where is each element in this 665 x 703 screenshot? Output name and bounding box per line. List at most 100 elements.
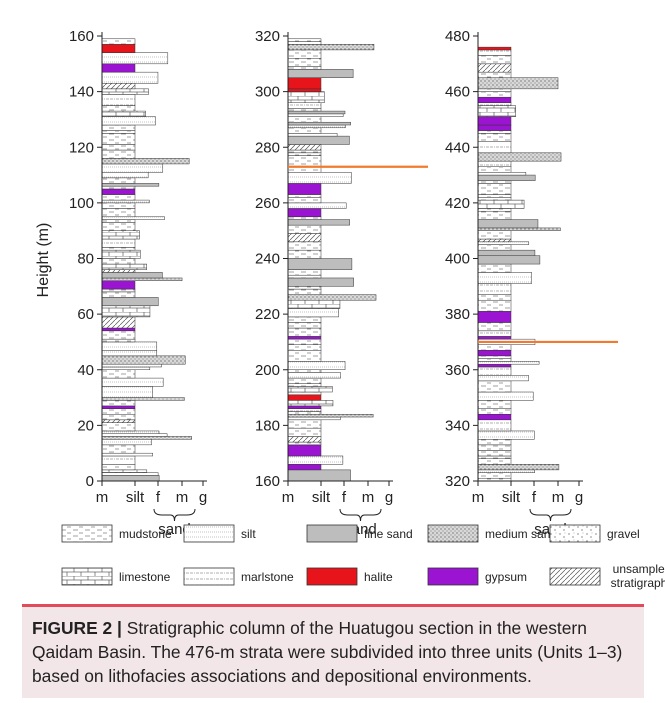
bed-silt [287, 113, 344, 117]
bed-silt [477, 172, 527, 176]
y-tick-label: 160 [255, 473, 280, 490]
y-tick-label: 20 [77, 417, 94, 434]
bed-fine [477, 219, 539, 229]
legend-item-gravel: gravel [549, 524, 640, 543]
grain-label-m: m [176, 489, 189, 506]
bed-hal [477, 46, 512, 51]
figure-caption: FIGURE 2 | Stratigraphic column of the H… [22, 604, 644, 698]
bed-mud [477, 444, 512, 451]
bed-mud [101, 130, 136, 134]
bed-silt [101, 439, 152, 446]
grain-label-f: f [156, 489, 161, 506]
legend-label: limestone [119, 570, 171, 584]
bed-uns [101, 419, 136, 423]
bed-mud [477, 230, 512, 240]
bed-fine [287, 121, 351, 126]
y-tick-label: 0 [86, 473, 94, 490]
bed-silt [287, 361, 346, 370]
bed-gyp [477, 116, 512, 126]
bed-mud [101, 338, 136, 343]
bed-silt [287, 133, 338, 137]
bed-gyp [101, 63, 136, 73]
grain-label-m: m [362, 489, 375, 506]
bed-hal [287, 77, 322, 90]
legend-label: fine sand [364, 527, 413, 541]
bed-mud [287, 58, 322, 67]
bed-fine [287, 135, 350, 145]
bed-hal [287, 394, 322, 401]
legend-item-marlstone: marlstone [183, 567, 294, 586]
bed-mud [477, 166, 512, 173]
legend-label: gravel [607, 527, 640, 541]
bed-mud [477, 439, 512, 446]
bed-marl [101, 238, 136, 248]
bed-silt [101, 199, 150, 204]
bed-uns [477, 63, 512, 73]
bed-mud [477, 180, 512, 184]
bed-mud [287, 116, 322, 123]
legend-label: silt [241, 527, 256, 541]
y-tick-label: 200 [255, 362, 280, 379]
bed-mud [101, 464, 136, 471]
bed-mud [287, 338, 322, 345]
grain-label-g: g [575, 489, 583, 506]
legend-swatch [61, 567, 113, 586]
y-tick-label: 440 [445, 139, 470, 156]
bed-silt [287, 124, 346, 129]
legend-swatch [183, 567, 235, 586]
y-tick-label: 360 [445, 362, 470, 379]
bed-mud [287, 350, 322, 362]
grain-label-m: m [552, 489, 565, 506]
sand-brace [153, 508, 196, 522]
bed-gyp [101, 188, 136, 195]
legend-item-gypsum: gypsum [427, 567, 527, 586]
bed-mud [477, 299, 512, 312]
bed-mud [101, 133, 136, 145]
bed-uns [287, 233, 322, 243]
legend-swatch [306, 567, 358, 586]
bed-marl [287, 408, 322, 412]
y-tick-label: 320 [445, 473, 470, 490]
bed-med [101, 397, 185, 401]
legend-swatch [549, 524, 601, 543]
bed-uns [101, 83, 136, 90]
bed-lime [101, 230, 140, 240]
bed-mud [287, 127, 322, 134]
bed-lime [101, 249, 141, 259]
bed-fine [287, 469, 351, 482]
sand-label: sand [158, 521, 191, 538]
bed-fine [287, 219, 350, 226]
bed-silt [287, 202, 347, 209]
bed-mud [101, 208, 136, 218]
bed-lime [477, 105, 516, 117]
bed-fine [101, 297, 159, 307]
grain-label-f: f [342, 489, 347, 506]
bed-lime [287, 299, 341, 309]
bed-mud [477, 322, 512, 332]
legend-item-halite: halite [306, 567, 393, 586]
bed-silt [477, 361, 540, 365]
bed-silt [101, 341, 158, 351]
bed-mud [101, 291, 136, 298]
bed-med [101, 277, 183, 281]
bed-marl [287, 102, 322, 109]
bed-mud [287, 419, 322, 429]
legend-item-mudstone: mudstone [61, 524, 172, 543]
bed-mud [477, 408, 512, 415]
legend-label: marlstone [241, 570, 294, 584]
bed-silt [287, 455, 344, 465]
bed-silt [101, 216, 165, 220]
bed-uns [477, 238, 512, 243]
grain-label-m: m [282, 489, 295, 506]
bed-silt [101, 116, 156, 126]
bed-gyp [101, 327, 136, 332]
grain-label-silt: silt [502, 489, 521, 506]
bed-mud [101, 202, 136, 209]
bed-med [477, 227, 561, 231]
bed-hal [101, 44, 136, 53]
bed-marl [477, 49, 512, 56]
bed-silt [101, 433, 168, 437]
bed-gyp [287, 336, 322, 340]
bed-silt [101, 366, 151, 370]
bed-mud [101, 105, 136, 112]
